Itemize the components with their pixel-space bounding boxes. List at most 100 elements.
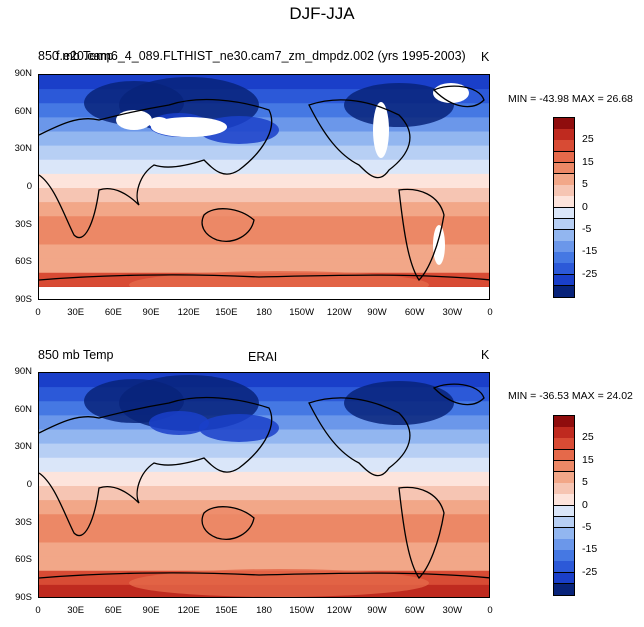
longitude-tick-label: 150E [215,605,238,616]
colorbar-label: 0 [582,498,588,511]
longitude-tick-label: 90E [142,605,160,616]
colorbar-swatch [554,263,574,276]
longitude-tick-label: 120E [177,605,200,616]
cold-anomaly-region [84,81,184,125]
coastline [398,188,445,282]
contour-band [39,244,489,260]
contour-band [39,145,489,161]
longitude-tick-label: 150W [289,307,315,318]
latitude-tick-label: 90N [14,366,32,377]
longitude-tick-label: 90E [142,307,160,318]
coastline [432,85,485,108]
longitude-tick-label: 150W [289,605,315,616]
longitude-tick-label: 30W [442,605,463,616]
panel-center-title: ERAI [248,350,278,364]
colorbar-swatch [554,274,574,287]
coastline [201,208,255,242]
colorbar-swatch [554,561,574,574]
colorbar-swatch [554,416,574,428]
colorbar-swatch [554,241,574,253]
warm-anomaly-region [129,569,429,597]
contour-band [39,443,489,459]
longitude-tick-label: 60W [404,307,425,318]
missing-data-region [433,83,469,103]
coastline [39,98,273,239]
coastline [39,274,489,281]
panel-center-title: f.e20.cam6_4_089.FLTHIST_ne30.cam7_zm_dm… [56,49,466,63]
colorbar-swatch [554,483,574,495]
latitude-tick-label: 90S [15,294,32,305]
colorbar-swatch [554,516,574,529]
colorbar-swatch [554,129,574,141]
colorbar-swatch [554,550,574,562]
missing-data-region [373,102,389,158]
colorbar-label: 5 [582,476,588,489]
contour-band [39,173,489,189]
colorbar-swatch [554,162,574,175]
colorbar-label: 15 [582,453,594,466]
contour-band [39,486,489,502]
latitude-tick-label: 30N [14,441,32,453]
latitude-tick-label: 30N [14,143,32,155]
colorbar-swatch [554,151,574,164]
colorbar-label: 25 [582,431,594,444]
colorbar-swatch [554,285,574,298]
missing-data-region [151,117,227,137]
colorbar-swatch [554,196,574,208]
colorbar-swatch [554,527,574,540]
warm-anomaly-region [196,209,252,241]
longitude-tick-label: 60W [404,605,425,616]
latitude-tick-label: 60S [15,554,32,566]
longitude-tick-label: 0 [487,605,493,616]
longitude-tick-label: 60E [104,307,122,318]
latitude-tick-label: 90N [14,68,32,79]
panel-left-title: 850 mb Temp [38,348,114,362]
contour-band [39,500,489,516]
latitude-tick-label: 90S [15,592,32,603]
longitude-tick-label: 120E [177,307,200,318]
latitude-tick-label: 60N [14,105,32,117]
colorbar-swatch [554,427,574,439]
warm-anomaly-region [196,507,252,539]
contour-band [39,188,489,204]
colorbar-swatch [554,229,574,242]
colorbar-label: 15 [582,155,594,168]
latitude-tick-label: 60S [15,256,32,268]
colorbar-label: -5 [582,222,592,235]
colorbar-swatch [554,118,574,130]
colorbar-swatch [554,185,574,197]
latitude-tick-label: 0 [26,181,32,192]
missing-data-region [39,287,489,299]
cold-anomaly-region [344,381,454,425]
panel-units: K [481,348,490,362]
longitude-tick-label: 180 [256,605,272,616]
map-svg [39,75,489,299]
coastline [39,572,489,579]
longitude-tick-label: 30E [67,605,85,616]
colorbar-label: -25 [582,267,598,280]
colorbar-swatch [554,471,574,484]
longitude-tick-label: 90W [367,307,387,318]
longitude-tick-label: 0 [35,307,41,318]
colorbar-label: -15 [582,245,598,258]
contour-band [39,542,489,558]
colorbar-swatch [554,505,574,518]
cold-anomaly-region [84,379,184,423]
longitude-tick-label: 0 [35,605,41,616]
coastline [39,396,273,537]
coastline [398,486,445,580]
longitude-tick-label: 30W [442,307,463,318]
contour-band [39,202,489,218]
contour-band [39,514,489,530]
longitude-tick-label: 120W [326,605,352,616]
cold-anomaly-region [199,414,279,442]
colorbar [553,117,575,298]
colorbar-label: -15 [582,543,598,556]
temperature-map [38,74,490,300]
contour-band [39,258,489,274]
map-svg [39,373,489,597]
colorbar-swatch [554,218,574,231]
colorbar-swatch [554,539,574,551]
contour-band [39,457,489,473]
missing-data-region [433,225,445,265]
